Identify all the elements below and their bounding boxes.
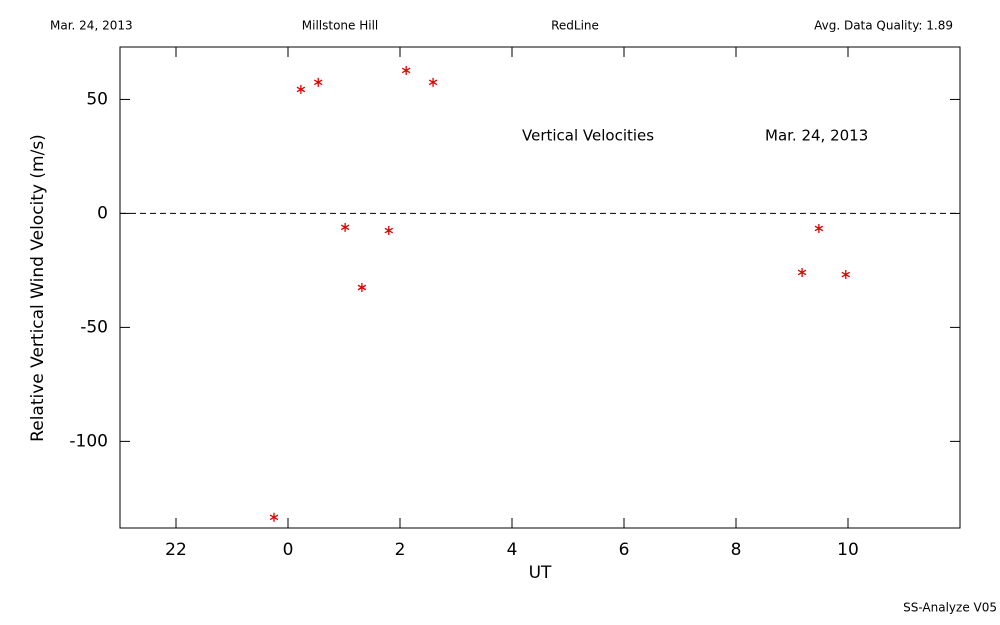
point [296,84,306,94]
y-tick-label: -100 [69,431,108,451]
x-tick-label: 4 [507,540,518,560]
point [357,283,367,292]
point [814,223,824,233]
point [269,512,279,522]
annotation: Mar. 24, 2013 [765,127,868,145]
header-date: Mar. 24, 2013 [50,19,133,33]
x-tick-label: 0 [283,540,294,560]
y-axis-label: Relative Vertical Wind Velocity (m/s) [28,134,48,442]
point [797,267,807,277]
y-tick-label: 0 [97,203,108,223]
y-tick-label: -50 [80,317,108,337]
point [401,65,411,75]
point [384,226,394,236]
x-tick-label: 8 [731,540,742,560]
point [841,270,850,280]
plot-frame [119,46,961,529]
header-line: RedLine [551,19,599,33]
x-axis-label: UT [529,563,552,583]
header-site: Millstone Hill [302,19,378,33]
point [314,77,323,87]
footer: SS-Analyze V05 [903,601,997,615]
x-tick-label: 2 [395,540,406,560]
point [428,77,438,87]
y-tick-label: 50 [86,89,108,109]
x-tick-label: 6 [619,540,630,560]
point [340,222,350,232]
x-tick-label: 10 [837,540,859,560]
header-quality: Avg. Data Quality: 1.89 [814,19,953,33]
x-tick-label: 22 [165,540,187,560]
annotation: Vertical Velocities [522,127,654,145]
